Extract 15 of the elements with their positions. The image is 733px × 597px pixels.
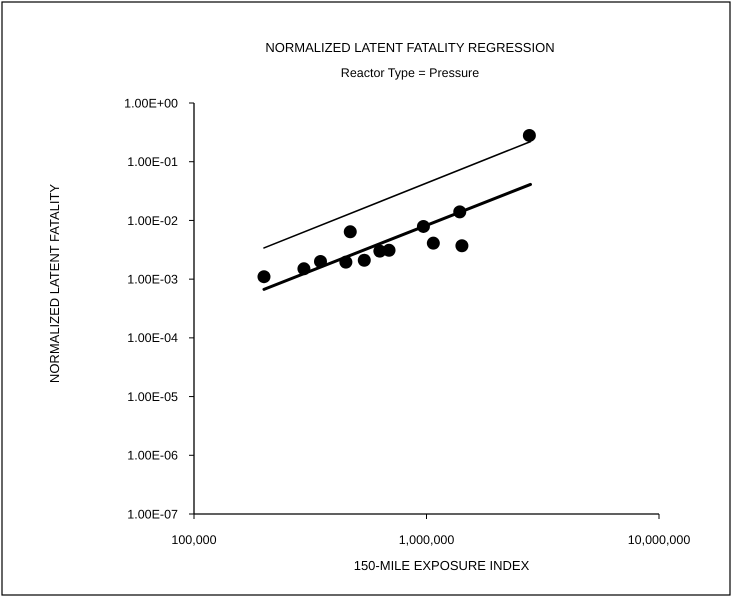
y-tick-label: 1.00E-02	[127, 214, 178, 228]
x-tick-label: 100,000	[171, 533, 217, 547]
y-tick-label: 1.00E-01	[127, 155, 178, 170]
y-tick-label: 1.00E+00	[124, 96, 178, 110]
y-tick-label: 1.00E-06	[127, 448, 178, 463]
chart-subtitle: Reactor Type = Pressure	[340, 66, 480, 80]
x-axis-title: 150-MILE EXPOSURE INDEX	[354, 558, 530, 573]
y-axis-title: NORMALIZED LATENT FATALITY	[47, 184, 62, 384]
y-tick-label: 1.00E-03	[127, 272, 178, 287]
chart-title: NORMALIZED LATENT FATALITY REGRESSION	[265, 40, 555, 55]
y-tick-label: 1.00E-04	[127, 331, 178, 346]
y-tick-label: 1.00E-05	[127, 390, 178, 404]
x-tick-label: 10,000,000	[628, 533, 690, 547]
y-tick-label: 1.00E-07	[127, 507, 178, 522]
x-tick-label: 1,000,000	[398, 533, 454, 547]
